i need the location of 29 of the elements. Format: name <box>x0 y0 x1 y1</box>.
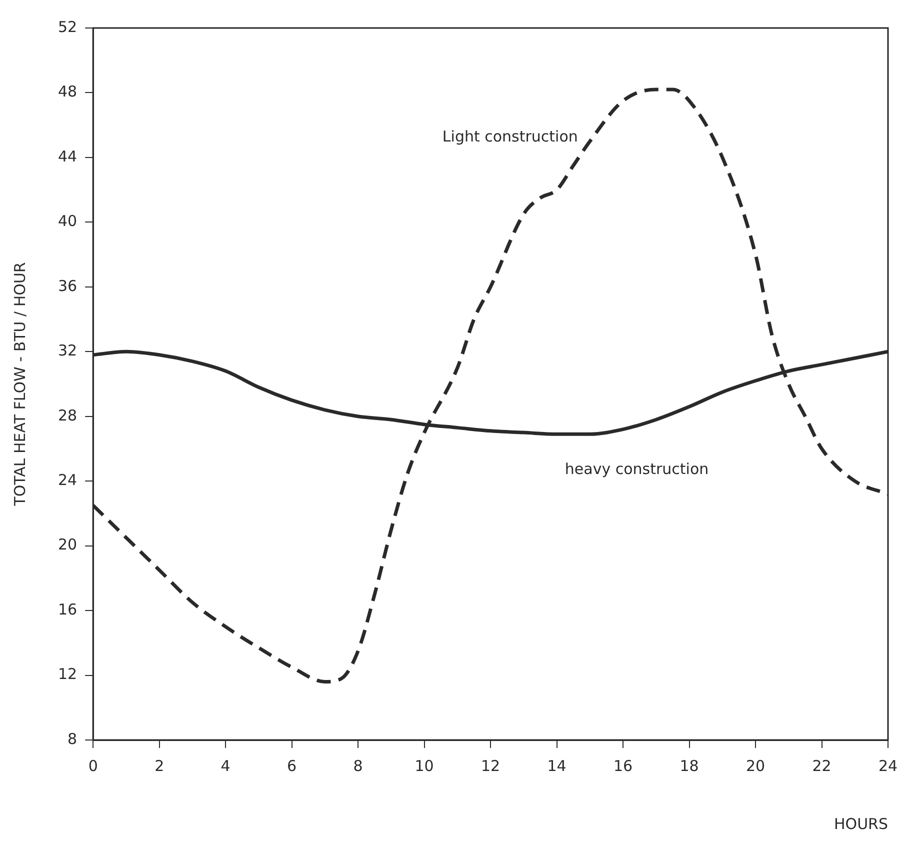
y-tick-label: 36 <box>58 276 78 295</box>
x-tick-label: 4 <box>220 756 230 775</box>
x-axis-title: HOURS <box>834 814 888 833</box>
x-tick-label: 24 <box>878 756 898 775</box>
y-tick-label: 44 <box>58 147 78 166</box>
y-tick-label: 20 <box>58 536 78 554</box>
y-tick-label: 16 <box>58 600 78 618</box>
y-tick-label: 48 <box>58 82 78 101</box>
y-tick-label: 24 <box>58 470 78 489</box>
y-tick-label: 28 <box>58 406 78 424</box>
y-axis-title: TOTAL HEAT FLOW - BTU / HOUR <box>10 262 29 507</box>
x-tick-label: 16 <box>613 756 633 775</box>
y-tick-label: 32 <box>58 342 78 360</box>
x-tick-label: 14 <box>547 756 566 775</box>
x-tick-label: 22 <box>812 756 832 775</box>
x-tick-label: 10 <box>414 756 434 775</box>
series-label: heavy construction <box>564 460 709 478</box>
y-tick-label: 8 <box>68 730 78 748</box>
series-label: Light construction <box>442 127 578 146</box>
y-tick-label: 52 <box>58 18 78 36</box>
y-tick-label: 40 <box>58 212 78 230</box>
x-tick-label: 0 <box>88 756 98 775</box>
x-tick-label: 2 <box>154 756 164 775</box>
y-tick-label: 12 <box>58 665 78 684</box>
x-tick-label: 20 <box>746 756 766 775</box>
x-tick-label: 18 <box>680 756 699 775</box>
x-tick-label: 6 <box>287 756 297 775</box>
x-tick-label: 8 <box>353 756 363 775</box>
x-tick-label: 12 <box>480 756 500 775</box>
